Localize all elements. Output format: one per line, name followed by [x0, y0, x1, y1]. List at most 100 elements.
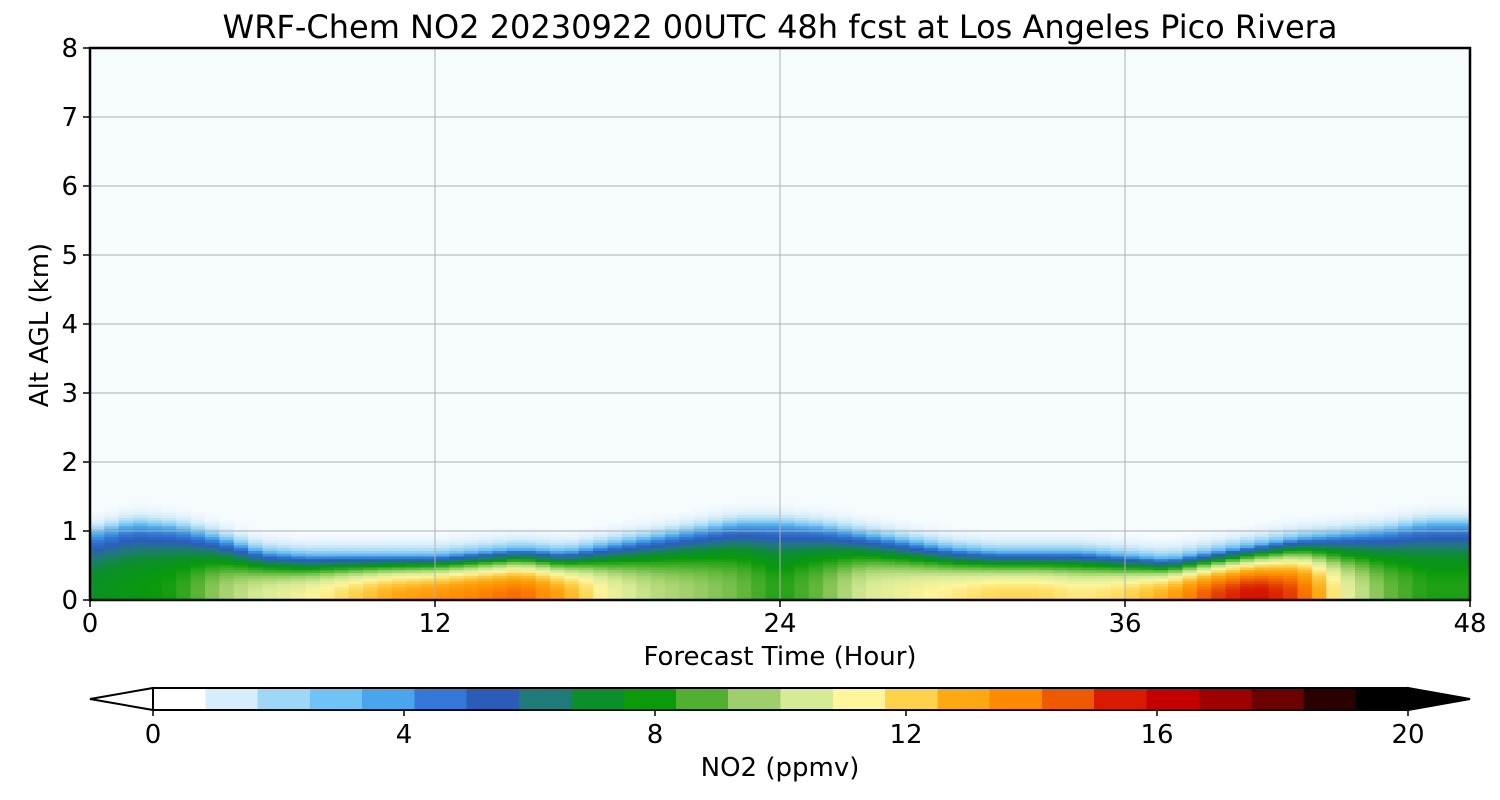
no2-cell [1355, 569, 1370, 573]
no2-cell [1355, 594, 1370, 598]
no2-cell [1053, 539, 1069, 543]
no2-cell [679, 569, 695, 573]
no2-cell [1125, 583, 1140, 587]
no2-cell [1283, 575, 1299, 579]
no2-cell [966, 566, 982, 571]
no2-cell [262, 586, 278, 590]
no2-cell [391, 555, 407, 560]
no2-cell [751, 536, 767, 540]
no2-cell [391, 550, 407, 554]
no2-cell [1254, 572, 1270, 576]
no2-cell [693, 588, 709, 593]
no2-cell [506, 575, 522, 579]
no2-cell [938, 525, 954, 529]
no2-cell [837, 586, 853, 590]
no2-cell [363, 553, 379, 557]
no2-cell [420, 591, 436, 596]
no2-cell [1211, 542, 1227, 546]
no2-cell [233, 575, 249, 579]
no2-cell [722, 550, 738, 554]
no2-cell [1010, 539, 1025, 543]
no2-cell [118, 522, 134, 527]
no2-cell [966, 569, 982, 573]
no2-cell [808, 564, 824, 568]
no2-cell [909, 575, 925, 579]
no2-cell [147, 508, 163, 513]
no2-cell [1024, 555, 1040, 560]
no2-cell [1010, 555, 1025, 560]
no2-cell [665, 536, 680, 540]
no2-cell [449, 558, 465, 562]
no2-cell [708, 553, 724, 557]
no2-cell [147, 586, 163, 590]
no2-cell [291, 564, 307, 568]
no2-cell [449, 588, 465, 593]
no2-cell [133, 547, 149, 551]
no2-cell [621, 525, 637, 529]
no2-cell [506, 544, 522, 549]
no2-cell [1369, 553, 1385, 557]
no2-cell [1283, 572, 1299, 576]
no2-cell [276, 566, 292, 571]
no2-cell [305, 539, 321, 543]
no2-cell [176, 519, 192, 524]
no2-cell [665, 566, 680, 571]
no2-cell [133, 519, 149, 524]
no2-cell [291, 533, 307, 538]
no2-cell [248, 531, 264, 535]
no2-cell [564, 531, 580, 535]
no2-cell [1182, 580, 1198, 585]
no2-cell [636, 575, 652, 579]
y-tick-label: 5 [61, 241, 78, 271]
no2-cell [262, 561, 278, 565]
no2-cell [607, 577, 623, 582]
no2-cell [837, 525, 853, 529]
no2-cell [1383, 511, 1399, 516]
no2-cell [291, 594, 307, 598]
no2-cell [348, 583, 364, 587]
no2-cell [205, 525, 220, 529]
no2-cell [320, 566, 335, 571]
no2-cell [1297, 566, 1313, 571]
no2-cell [463, 561, 479, 565]
no2-cell [736, 594, 752, 598]
no2-cell [147, 544, 163, 549]
no2-cell [1340, 553, 1356, 557]
no2-cell [808, 522, 824, 527]
colorbar-tick-label: 16 [1140, 720, 1173, 750]
no2-cell [492, 561, 508, 565]
no2-cell [578, 591, 594, 596]
no2-cell [751, 566, 767, 571]
no2-cell [1024, 550, 1040, 554]
no2-cell [104, 586, 120, 590]
no2-cell [1182, 536, 1198, 540]
no2-cell [1081, 547, 1097, 551]
no2-cell [535, 542, 551, 546]
no2-cell [765, 544, 781, 549]
no2-cell [492, 528, 508, 532]
no2-cell [794, 508, 810, 513]
no2-cell [435, 591, 450, 596]
no2-cell [276, 544, 292, 549]
no2-cell [851, 555, 867, 560]
no2-cell [535, 561, 551, 565]
no2-cell [909, 577, 925, 582]
no2-cell [1125, 594, 1140, 598]
no2-cell [521, 536, 537, 540]
no2-cell [851, 580, 867, 585]
no2-cell [1067, 572, 1083, 576]
no2-cell [90, 583, 105, 587]
no2-cell [952, 564, 968, 568]
no2-cell [895, 547, 910, 551]
no2-cell [1441, 583, 1457, 587]
no2-cell [1383, 580, 1399, 585]
no2-cell [794, 536, 810, 540]
no2-cell [880, 555, 896, 560]
no2-cell [1441, 544, 1457, 549]
no2-cell [205, 577, 220, 582]
no2-cell [621, 566, 637, 571]
no2-cell [550, 539, 565, 543]
no2-cell [938, 555, 954, 560]
no2-cell [780, 586, 795, 590]
no2-cell [1038, 539, 1054, 543]
